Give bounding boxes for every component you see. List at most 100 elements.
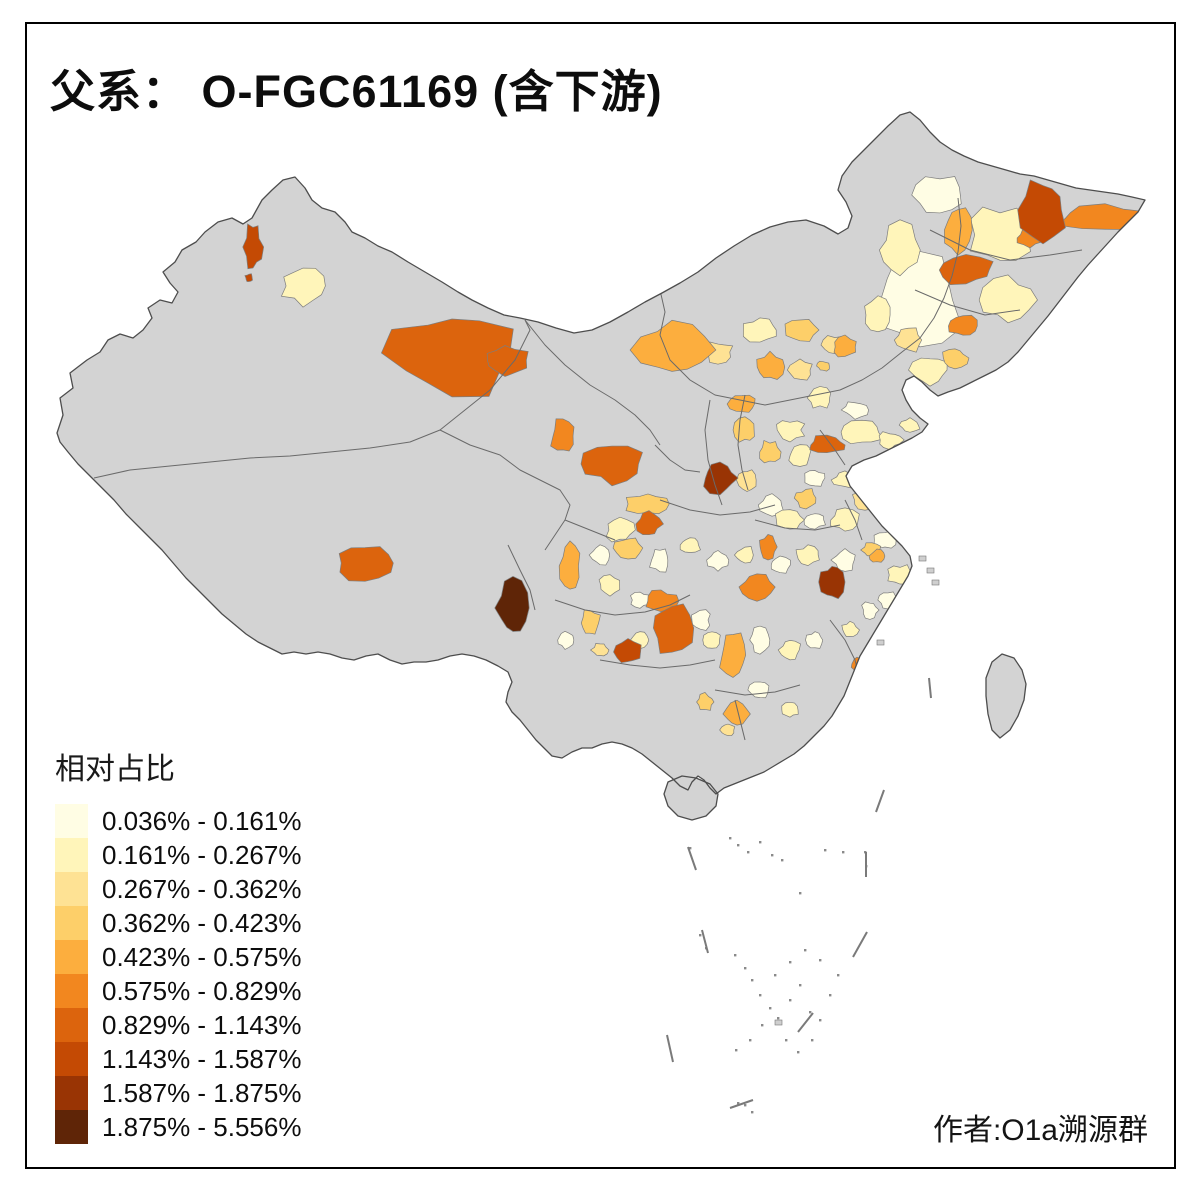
prefecture-patch-class-4 (625, 493, 670, 515)
prefecture-patch-class-1 (911, 176, 962, 214)
legend-label: 1.875% - 5.556% (102, 1111, 302, 1142)
legend-label: 0.267% - 0.362% (102, 873, 302, 904)
legend-row: 0.036% - 0.161% (55, 804, 301, 838)
prefecture-patch-class-1 (749, 625, 771, 655)
taiwan-outline (985, 653, 1027, 739)
prefecture-patch-class-7 (380, 318, 514, 398)
prefecture-patch-class-2 (840, 419, 884, 445)
legend-row: 0.362% - 0.423% (55, 906, 301, 940)
hainan-island (664, 776, 718, 820)
legend-label: 0.036% - 0.161% (102, 805, 302, 836)
legend-swatch (55, 872, 88, 906)
prefecture-patch-class-3 (893, 327, 923, 353)
prefecture-patch-class-4 (696, 692, 715, 711)
legend-swatch (55, 906, 88, 940)
prefecture-patch-class-7 (338, 546, 394, 582)
prefecture-patch-class-10 (494, 575, 530, 632)
prefecture-patch-class-3 (868, 457, 903, 479)
prefecture-patch-class-2 (776, 420, 806, 443)
prefecture-patch-class-8 (242, 223, 265, 270)
prefecture-patch-class-2 (733, 546, 754, 564)
prefecture-patch-class-9 (703, 461, 739, 496)
legend-swatch (55, 1076, 88, 1110)
prefecture-patch-class-3 (719, 723, 736, 737)
prefecture-patch-class-4 (784, 319, 820, 342)
legend-row: 0.575% - 0.829% (55, 974, 301, 1008)
prefecture-patch-class-7 (938, 254, 994, 286)
prefecture-patch-class-6 (948, 314, 978, 336)
prefecture-patch-class-2 (280, 267, 326, 308)
prefecture-patch-class-1 (706, 550, 730, 572)
prefecture-patch-class-4 (580, 609, 601, 635)
prefecture-patch-class-2 (841, 620, 860, 637)
prefecture-patch-class-6 (738, 573, 776, 602)
prefecture-patch-class-5 (944, 207, 973, 256)
prefecture-patch-class-2 (795, 544, 820, 567)
prefecture-patch-class-1 (588, 544, 610, 566)
prefecture-patch-class-2 (969, 206, 1031, 261)
prefecture-patch-class-7 (652, 603, 695, 654)
legend-row: 0.267% - 0.362% (55, 872, 301, 906)
legend-row: 0.423% - 0.575% (55, 940, 301, 974)
prefecture-patch-class-9 (818, 565, 846, 600)
prefecture-patch-class-2 (679, 537, 701, 553)
legend-label: 1.587% - 1.875% (102, 1077, 302, 1108)
page-title: 父系： O-FGC61169 (含下游) (50, 66, 663, 117)
prefecture-patch-class-2 (781, 701, 799, 718)
prefecture-patch-class-3 (736, 469, 757, 492)
legend-row: 1.143% - 1.587% (55, 1042, 301, 1076)
prefecture-patch-class-2 (777, 640, 801, 661)
legend-swatch (55, 974, 88, 1008)
south-china-sea-features (666, 555, 940, 1114)
prefecture-patch-class-2 (598, 574, 621, 597)
prefecture-patch-class-5 (833, 334, 857, 358)
prefecture-patch-class-5 (722, 699, 751, 726)
prefecture-patch-class-7 (635, 510, 664, 536)
prefecture-patch-class-7 (580, 445, 643, 487)
legend-label: 0.829% - 1.143% (102, 1009, 302, 1040)
hainan-outline (663, 775, 719, 821)
legend-swatch (55, 1042, 88, 1076)
prefecture-patch-class-1 (805, 631, 824, 649)
prefecture-patch-class-4 (612, 537, 644, 560)
legend-label: 0.575% - 0.829% (102, 975, 302, 1006)
province-borders (93, 197, 1083, 741)
attribution-text: 作者:O1a溯源群 (932, 1114, 1148, 1147)
prefecture-patch-class-2 (878, 431, 905, 451)
legend-label: 0.362% - 0.423% (102, 907, 302, 938)
prefecture-patch-class-1 (649, 548, 669, 573)
prefecture-patch-class-2 (878, 219, 921, 277)
legend-row: 1.875% - 5.556% (55, 1110, 301, 1144)
prefecture-patch-class-2 (864, 295, 891, 333)
prefecture-patch-class-8 (1017, 179, 1066, 245)
prefecture-patch-class-5 (629, 319, 717, 372)
prefecture-patch-class-1 (691, 609, 711, 631)
legend-label: 1.143% - 1.587% (102, 1043, 302, 1074)
prefecture-patch-class-7 (809, 434, 846, 453)
legend-swatch (55, 838, 88, 872)
prefecture-patch-class-8 (244, 273, 253, 282)
legend-swatch (55, 804, 88, 838)
legend-swatch (55, 940, 88, 974)
prefecture-patch-class-1 (830, 548, 856, 572)
legend-row: 0.829% - 1.143% (55, 1008, 301, 1042)
legend-rows: 0.036% - 0.161% 0.161% - 0.267% 0.267% - 0… (55, 804, 301, 1144)
prefecture-patch-class-4 (816, 360, 830, 372)
prefecture-patch-class-2 (788, 444, 812, 467)
legend-row: 1.587% - 1.875% (55, 1076, 301, 1110)
prefecture-patch-class-5 (719, 632, 747, 678)
legend-title: 相对占比 (55, 753, 175, 786)
prefecture-patch-class-2 (702, 631, 721, 649)
prefecture-patch-class-6 (550, 418, 575, 452)
prefecture-patch-class-4 (793, 488, 817, 510)
prefecture-patch-class-2 (898, 417, 921, 433)
legend-label: 0.423% - 0.575% (102, 941, 302, 972)
prefecture-patch-class-1 (804, 470, 826, 487)
legend-swatch (55, 1110, 88, 1144)
prefecture-patch-class-2 (605, 516, 636, 543)
prefecture-patch-class-8 (613, 638, 642, 664)
mainland-outline (56, 111, 1146, 795)
prefecture-patch-class-5 (726, 394, 756, 413)
